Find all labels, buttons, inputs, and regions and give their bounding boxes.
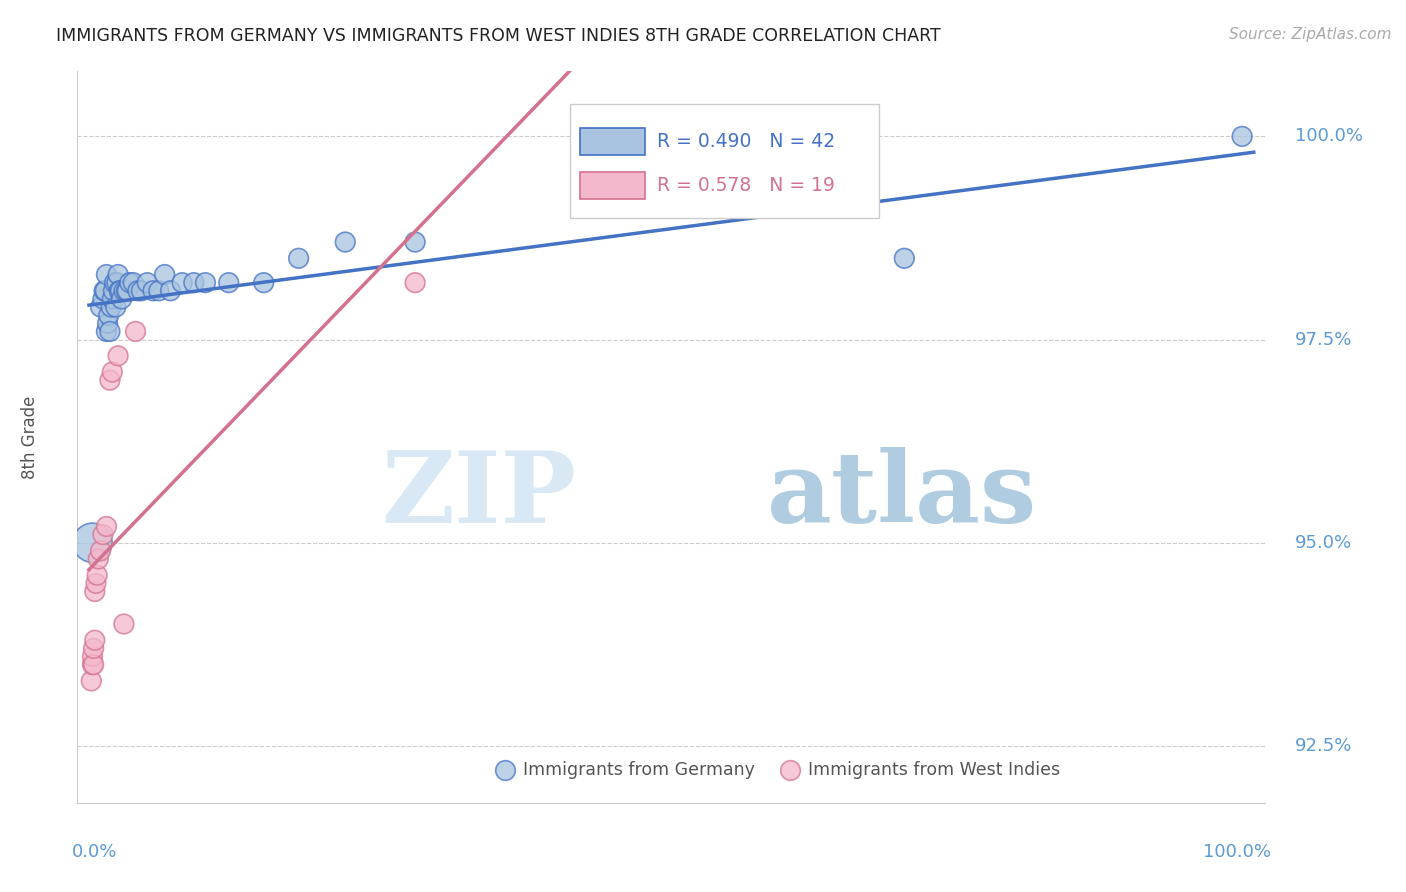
FancyBboxPatch shape	[579, 171, 645, 200]
Point	[82, 649, 104, 664]
Point	[82, 535, 104, 549]
FancyBboxPatch shape	[571, 104, 879, 218]
Point	[105, 276, 128, 290]
Point	[98, 373, 121, 387]
Point	[893, 252, 915, 266]
Point	[112, 617, 135, 632]
Point	[218, 276, 240, 290]
Text: Immigrants from West Indies: Immigrants from West Indies	[808, 761, 1060, 779]
Point	[153, 268, 176, 282]
Text: 92.5%: 92.5%	[1295, 737, 1353, 755]
Point	[172, 276, 194, 290]
Text: R = 0.578   N = 19: R = 0.578 N = 19	[657, 176, 835, 195]
Point	[84, 576, 107, 591]
Text: atlas: atlas	[766, 447, 1036, 544]
Point	[87, 552, 110, 566]
Point	[96, 519, 118, 533]
Point	[117, 284, 139, 298]
FancyBboxPatch shape	[579, 128, 645, 155]
Point	[110, 284, 132, 298]
Point	[82, 657, 104, 672]
Point	[97, 316, 120, 330]
Point	[183, 276, 205, 290]
Point	[91, 527, 114, 541]
Point	[335, 235, 357, 249]
Point	[96, 268, 118, 282]
Point	[107, 349, 129, 363]
Point	[118, 276, 141, 290]
Text: 95.0%: 95.0%	[1295, 533, 1353, 552]
Text: R = 0.490   N = 42: R = 0.490 N = 42	[657, 132, 835, 151]
Point	[404, 235, 426, 249]
Point	[108, 284, 131, 298]
Text: Source: ZipAtlas.com: Source: ZipAtlas.com	[1229, 27, 1392, 42]
Point	[194, 276, 217, 290]
Point	[86, 568, 108, 582]
Text: IMMIGRANTS FROM GERMANY VS IMMIGRANTS FROM WEST INDIES 8TH GRADE CORRELATION CHA: IMMIGRANTS FROM GERMANY VS IMMIGRANTS FR…	[56, 27, 941, 45]
Point	[127, 284, 149, 298]
Point	[104, 276, 127, 290]
Point	[148, 284, 170, 298]
Point	[404, 276, 426, 290]
Text: 97.5%: 97.5%	[1295, 331, 1353, 349]
Point	[96, 325, 118, 339]
Point	[94, 284, 117, 298]
Point	[104, 300, 127, 314]
Point	[253, 276, 276, 290]
Point	[93, 284, 115, 298]
Point	[83, 633, 105, 648]
Point	[112, 284, 135, 298]
Point	[124, 325, 146, 339]
Point	[107, 268, 129, 282]
Point	[103, 284, 125, 298]
Point	[83, 641, 105, 656]
Point	[110, 292, 132, 306]
Text: 100.0%: 100.0%	[1295, 128, 1362, 145]
Text: 100.0%: 100.0%	[1204, 843, 1271, 861]
Point	[80, 673, 103, 688]
Point	[101, 365, 124, 379]
Text: Immigrants from Germany: Immigrants from Germany	[523, 761, 755, 779]
Point	[131, 284, 153, 298]
Point	[1230, 129, 1253, 144]
Point	[115, 284, 138, 298]
Text: ZIP: ZIP	[381, 447, 576, 544]
Point	[83, 584, 105, 599]
Point	[287, 252, 309, 266]
Point	[142, 284, 165, 298]
Point	[98, 325, 121, 339]
Point	[97, 308, 120, 322]
Text: 8th Grade: 8th Grade	[21, 395, 39, 479]
Point	[90, 544, 112, 558]
Text: 0.0%: 0.0%	[72, 843, 117, 861]
Point	[136, 276, 159, 290]
Point	[100, 300, 122, 314]
Point	[91, 292, 114, 306]
Point	[122, 276, 145, 290]
Point	[101, 292, 124, 306]
Point	[90, 300, 112, 314]
Point	[83, 657, 105, 672]
Point	[159, 284, 181, 298]
